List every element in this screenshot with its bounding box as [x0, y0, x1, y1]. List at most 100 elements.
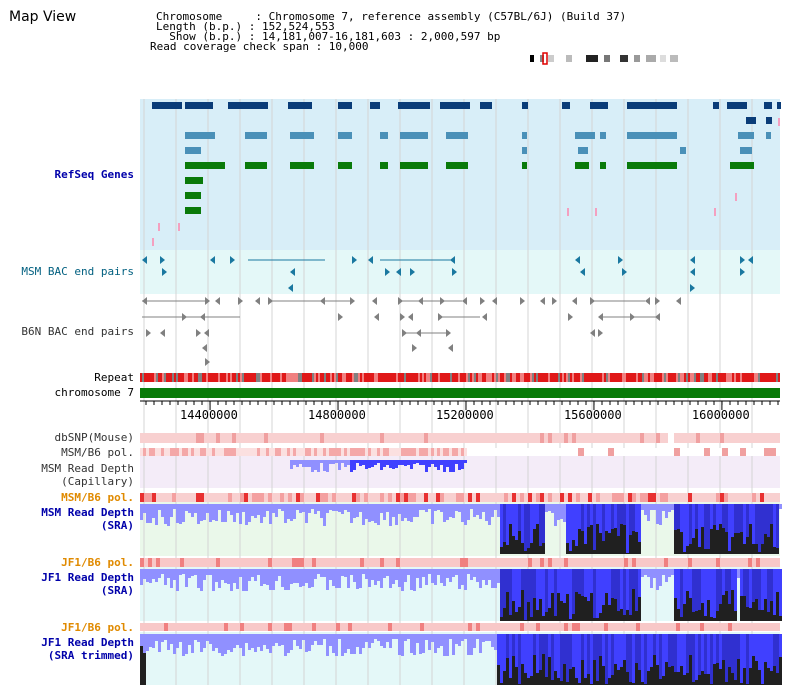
depth-bar-jf1-sra [209, 569, 212, 575]
repeat-block [596, 373, 598, 382]
depth-bar-jf1-sra [203, 569, 206, 580]
pol-cell [624, 623, 628, 631]
depth-bar-jf1-sra [236, 569, 239, 589]
depth-bar-jf1-sra-saturated [731, 569, 734, 621]
pol-cell [300, 558, 304, 567]
dbsnp-cell [688, 433, 692, 443]
pol-cell [428, 448, 431, 456]
pol-cell [392, 558, 396, 567]
b6n-bac-end [160, 329, 165, 337]
dbsnp-cell [476, 433, 480, 443]
depth-bar-cap [392, 460, 395, 469]
pol-cell [434, 448, 437, 456]
depth-bar-msm-sra [746, 504, 749, 537]
repeat-block [556, 373, 558, 382]
depth-bar-jf1-trim [599, 634, 602, 656]
depth-bar-msm-sra [140, 504, 143, 520]
depth-bar-jf1-trim [605, 634, 608, 684]
pol-cell [592, 558, 596, 567]
pol-cell [400, 558, 404, 567]
depth-bar-jf1-sra [356, 569, 359, 589]
pol-cell [242, 448, 245, 456]
pol-cell [164, 623, 168, 631]
dbsnp-cell [220, 433, 224, 443]
pol-cell [552, 623, 556, 631]
depth-bar-jf1-trim [443, 634, 446, 656]
depth-bar-jf1-sra [284, 569, 287, 590]
depth-bar-jf1-sra [470, 569, 473, 580]
dbsnp-cell [228, 433, 232, 443]
pol-cell [640, 623, 644, 631]
repeat-block [190, 373, 192, 382]
repeat-block [688, 373, 690, 382]
pol-cell [320, 623, 324, 631]
depth-bar-jf1-sra [545, 569, 548, 612]
depth-bar-jf1-sra [296, 569, 299, 583]
depth-bar-msm-sra [707, 504, 710, 549]
repeat-block [524, 373, 526, 382]
pol-cell [516, 493, 520, 502]
repeat-block [450, 373, 452, 382]
depth-bar-jf1-sra [416, 569, 419, 578]
pol-cell [372, 558, 376, 567]
depth-bar-jf1-trim [656, 634, 659, 665]
b6n-bac-end [255, 297, 260, 305]
depth-bar-jf1-trim [359, 634, 362, 654]
pol-cell [389, 448, 392, 456]
depth-bar-jf1-trim [548, 634, 551, 657]
depth-bar-cap [422, 460, 425, 465]
repeat-block [432, 373, 434, 382]
dbsnp-cell [188, 433, 192, 443]
pol-cell [760, 493, 764, 502]
dbsnp-cell [328, 433, 332, 443]
repeat-block [320, 373, 322, 382]
pol-cell [156, 558, 160, 567]
repeat-block [188, 373, 190, 382]
pol-cell [254, 448, 257, 456]
dbsnp-cell [660, 433, 664, 443]
repeat-block [324, 373, 326, 382]
depth-bar-msm-sra [167, 504, 170, 526]
pol-cell [324, 493, 328, 502]
depth-bar-msm-sra [365, 504, 368, 519]
repeat-block [626, 373, 628, 382]
dbsnp-cell [512, 433, 516, 443]
depth-bar-jf1-sra [635, 569, 638, 611]
depth-bar-msm-sra [236, 504, 239, 513]
depth-bar-jf1-sra [665, 569, 668, 582]
depth-bar-jf1-sra [473, 569, 476, 577]
pol-cell [244, 623, 248, 631]
pol-cell [656, 493, 660, 502]
depth-bar-msm-sra [584, 504, 587, 544]
depth-bar-cap [440, 460, 443, 465]
pol-cell [296, 623, 300, 631]
depth-bar-msm-sra [380, 504, 383, 513]
depth-bar-msm-sra [503, 504, 506, 542]
depth-bar-jf1-sra-saturated [557, 569, 560, 621]
pol-cell [420, 493, 424, 502]
pol-cell [764, 558, 768, 567]
depth-bar-jf1-trim [182, 634, 185, 656]
depth-bar-jf1-trim [419, 634, 422, 654]
pol-cell [482, 448, 488, 456]
pol-cell [776, 448, 782, 456]
repeat-block [214, 373, 216, 382]
depth-bar-jf1-trim [713, 634, 716, 664]
depth-bar-msm-sra [476, 504, 479, 515]
pol-cell [468, 493, 472, 502]
pol-cell [536, 623, 540, 631]
depth-bar-jf1-sra [437, 569, 440, 575]
gene-feature [152, 102, 182, 109]
repeat-block [546, 373, 548, 382]
repeat-block [404, 373, 406, 382]
gene-feature [338, 102, 352, 109]
depth-bar-msm-sra [623, 504, 626, 525]
pol-cell [400, 493, 404, 502]
pol-cell [674, 448, 680, 456]
pol-cell [716, 448, 722, 456]
depth-bar-msm-sra-saturated [770, 504, 773, 554]
depth-bar-jf1-sra [692, 569, 695, 612]
depth-bar-jf1-sra [212, 569, 215, 591]
msm-bac-end [385, 268, 390, 276]
